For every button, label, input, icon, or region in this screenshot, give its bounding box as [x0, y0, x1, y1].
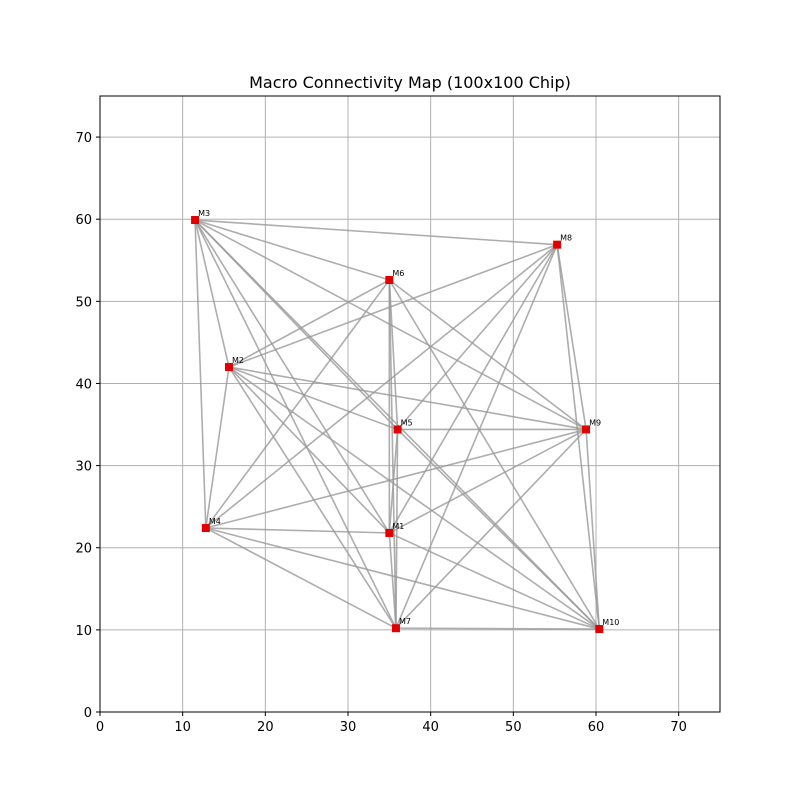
edge-m1-m7 — [388, 532, 397, 629]
edge-m5-m1 — [388, 429, 399, 534]
edge-m6-m5 — [388, 279, 399, 430]
edge-m8-m4 — [205, 244, 558, 529]
edge-m8-m7 — [395, 244, 558, 629]
edge-m6-m9 — [388, 279, 587, 431]
node-label-m8: M8 — [560, 234, 572, 243]
edge-m2-m1 — [228, 366, 390, 534]
edge-m3-m7 — [194, 219, 397, 629]
node-label-m9: M9 — [589, 418, 601, 427]
edge-m5-m10 — [397, 428, 600, 630]
x-tick-label: 10 — [174, 720, 191, 735]
node-marker-m5 — [393, 425, 402, 434]
y-tick-label: 60 — [75, 213, 92, 228]
edge-m3-m2 — [194, 219, 230, 368]
x-tick-label: 40 — [422, 720, 439, 735]
y-tick-label: 70 — [75, 131, 92, 146]
edge-m7-m10 — [395, 627, 600, 630]
x-tick-label: 20 — [257, 720, 274, 735]
node-label-m7: M7 — [399, 617, 411, 626]
node-labels-layer: M1 M2 M3 M4 M5 M6 M7 M8 M9 M10 — [198, 209, 619, 627]
node-marker-m1 — [385, 528, 394, 537]
edge-m6-m4 — [205, 279, 390, 529]
edge-m2-m9 — [228, 366, 587, 431]
edge-m1-m10 — [389, 532, 600, 630]
edge-m2-m4 — [205, 366, 230, 529]
node-marker-m2 — [224, 363, 233, 372]
edge-m6-m10 — [388, 279, 600, 630]
node-marker-m6 — [385, 275, 394, 284]
y-tick-label: 20 — [75, 542, 92, 557]
chart-title: Macro Connectivity Map (100x100 Chip) — [249, 73, 571, 92]
edge-m9-m4 — [205, 428, 587, 529]
edge-m8-m2 — [228, 243, 558, 368]
node-marker-m3 — [191, 216, 200, 225]
edge-m9-m7 — [395, 428, 587, 629]
y-tick-label: 30 — [75, 460, 92, 475]
node-label-m10: M10 — [602, 618, 619, 627]
node-marker-m4 — [201, 524, 210, 533]
edge-m2-m7 — [228, 366, 397, 629]
edge-m4-m10 — [205, 527, 600, 630]
edge-m8-m9 — [556, 244, 587, 430]
edge-m4-m1 — [205, 527, 390, 534]
node-label-m3: M3 — [198, 209, 210, 218]
edge-m3-m1 — [194, 219, 391, 534]
node-marker-m8 — [553, 240, 562, 249]
node-label-m2: M2 — [232, 356, 244, 365]
y-axis: 0 10 20 30 40 50 60 70 — [75, 131, 100, 721]
edge-m3-m6 — [194, 219, 390, 281]
edge-m4-m7 — [205, 527, 397, 629]
x-tick-label: 70 — [670, 720, 687, 735]
x-tick-label: 30 — [340, 720, 357, 735]
x-tick-label: 50 — [505, 720, 522, 735]
y-tick-label: 0 — [84, 706, 92, 721]
edge-m8-m5 — [396, 244, 558, 430]
plot-frame — [99, 95, 721, 713]
node-marker-m7 — [391, 624, 400, 633]
edges-layer — [194, 219, 601, 630]
node-label-m5: M5 — [401, 418, 413, 427]
y-tick-label: 10 — [75, 624, 92, 639]
edge-m9-m1 — [388, 428, 587, 534]
x-axis: 0 10 20 30 40 50 60 70 — [96, 712, 687, 735]
edge-m6-m2 — [228, 279, 390, 368]
edge-m6-m7 — [388, 279, 397, 629]
node-label-m6: M6 — [392, 269, 404, 278]
node-label-m4: M4 — [209, 517, 221, 526]
edge-m3-m4 — [194, 219, 207, 529]
y-tick-label: 40 — [75, 377, 92, 392]
edge-m2-m10 — [228, 366, 600, 630]
edge-m8-m1 — [388, 244, 558, 534]
y-tick-label: 50 — [75, 295, 92, 310]
edge-m2-m5 — [228, 366, 398, 431]
node-marker-m10 — [595, 625, 604, 634]
edge-m9-m10 — [585, 429, 601, 630]
node-label-m1: M1 — [392, 522, 404, 531]
nodes-layer — [191, 216, 604, 634]
x-tick-label: 0 — [96, 720, 104, 735]
node-marker-m9 — [582, 425, 591, 434]
edge-m3-m8 — [195, 219, 558, 246]
x-tick-label: 60 — [588, 720, 605, 735]
